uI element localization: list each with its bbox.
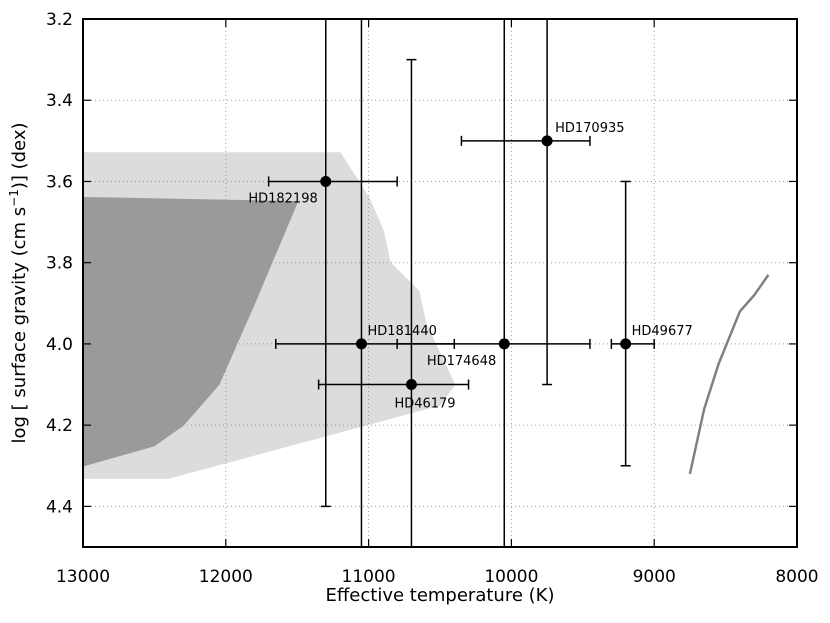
data-point bbox=[541, 135, 553, 147]
star-HD49677: HD49677 bbox=[610, 180, 693, 467]
y-tick-label: 4.0 bbox=[46, 335, 73, 355]
ticks-layer: 13000 12000 11000 10000 9000 8000 3.2 3.4 3.6 3.8… bbox=[46, 10, 819, 587]
y-tick-label: 4.2 bbox=[46, 416, 73, 436]
model-curve bbox=[688, 274, 770, 475]
region-dark bbox=[82, 196, 299, 467]
star-label: HD181440 bbox=[367, 324, 436, 339]
x-tick-label: 10000 bbox=[484, 567, 538, 587]
star-label: HD170935 bbox=[555, 121, 624, 136]
x-tick-label: 12000 bbox=[199, 567, 253, 587]
y-axis-title: log [ surface gravity (cm s−1)] (dex) bbox=[7, 122, 30, 443]
star-HD181440: HD181440 bbox=[275, 19, 456, 547]
star-HD46179: HD46179 bbox=[317, 58, 470, 547]
data-point bbox=[498, 338, 510, 350]
y-axis-title-main: log [ surface gravity (cm s bbox=[9, 207, 30, 444]
star-label: HD49677 bbox=[632, 324, 693, 339]
data-point bbox=[405, 379, 417, 391]
x-tick-label: 13000 bbox=[56, 567, 110, 587]
star-HD170935: HD170935 bbox=[460, 19, 625, 386]
x-tick-label: 8000 bbox=[775, 567, 818, 587]
y-tick-label: 3.6 bbox=[46, 172, 73, 192]
star-HD174648: HD174648 bbox=[396, 19, 591, 547]
star-label: HD46179 bbox=[394, 397, 455, 412]
y-axis-title-tail: )] (dex) bbox=[9, 122, 30, 189]
star-label: HD174648 bbox=[427, 354, 496, 369]
data-point bbox=[355, 338, 367, 350]
star-HD182198: HD182198 bbox=[248, 19, 398, 508]
stars-layer: HD170935 HD182198 HD181440 HD174648 HD49677 H… bbox=[248, 19, 693, 547]
y-tick-label: 3.2 bbox=[46, 10, 73, 30]
y-tick-label: 4.4 bbox=[46, 497, 73, 517]
star-label: HD182198 bbox=[248, 191, 317, 206]
data-point bbox=[320, 175, 332, 187]
y-axis-title-exponent: −1 bbox=[7, 189, 21, 207]
x-axis-title: Effective temperature (K) bbox=[326, 585, 555, 606]
plot-frame bbox=[82, 18, 798, 548]
y-tick-label: 3.4 bbox=[46, 91, 73, 111]
data-point bbox=[620, 338, 632, 350]
curve-layer bbox=[688, 274, 770, 475]
x-tick-label: 11000 bbox=[342, 567, 396, 587]
x-tick-label: 9000 bbox=[633, 567, 676, 587]
y-tick-label: 3.8 bbox=[46, 254, 73, 274]
